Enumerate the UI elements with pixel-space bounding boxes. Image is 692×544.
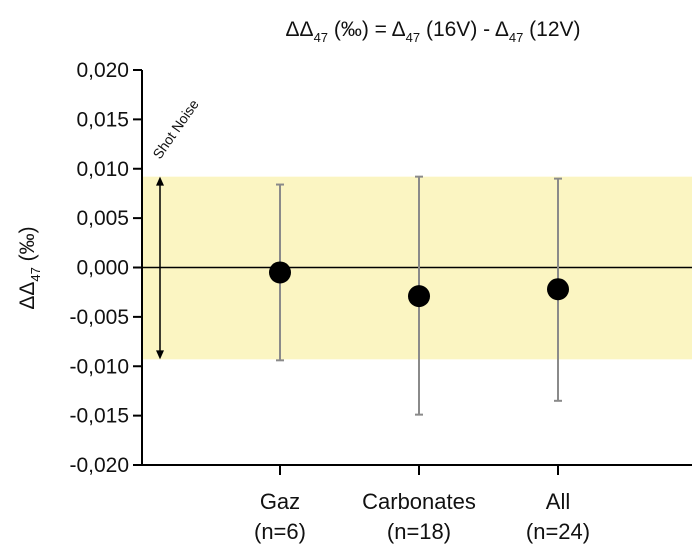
x-category-label: All <box>546 489 570 514</box>
y-tick-label: 0,000 <box>76 257 129 280</box>
y-tick-label: -0,005 <box>69 306 129 329</box>
y-tick-label: 0,020 <box>76 59 129 82</box>
y-tick-label: 0,005 <box>76 207 129 230</box>
shot-noise-label: Shot Noise <box>149 96 202 161</box>
x-category-label: Carbonates <box>362 489 476 514</box>
data-point <box>547 278 569 301</box>
data-points <box>269 261 569 308</box>
x-ticks: Gaz (n=6) Carbonates (n=18) All (n=24) <box>254 465 590 544</box>
y-tick-label: 0,015 <box>76 108 129 131</box>
data-point <box>269 261 291 284</box>
y-axis-label: ΔΔ47 (‰) <box>16 226 43 309</box>
shot-noise-arrow-head-bottom <box>156 350 164 360</box>
y-tick-label: -0,020 <box>69 454 129 477</box>
y-ticks: 0,020 0,015 0,010 0,005 0,000 -0,005 -0,010 -0,… <box>69 59 142 477</box>
chart-title: ΔΔ47 (‰) = Δ47 (16V) - Δ47 (12V) <box>286 18 581 45</box>
x-category-count: (n=18) <box>387 519 451 544</box>
y-tick-label: -0,015 <box>69 405 129 428</box>
y-tick-label: 0,010 <box>76 158 129 181</box>
data-point <box>408 285 430 308</box>
x-category-count: (n=24) <box>526 519 590 544</box>
x-category-label: Gaz <box>260 489 300 514</box>
y-tick-label: -0,010 <box>69 355 129 378</box>
x-category-count: (n=6) <box>254 519 306 544</box>
shot-noise-arrow-head-top <box>156 176 164 186</box>
